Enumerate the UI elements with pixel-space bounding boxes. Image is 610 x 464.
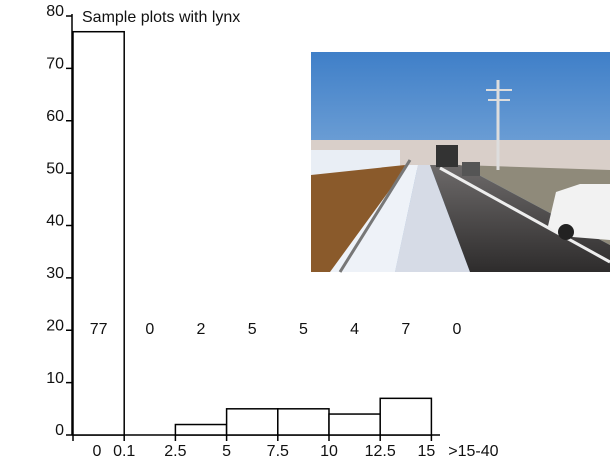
y-tick-label: 10: [46, 370, 64, 387]
value-label: 5: [248, 321, 257, 338]
x-tick-label: 15: [418, 443, 436, 460]
value-label: 2: [197, 321, 206, 338]
chart-title: Sample plots with lynx: [82, 9, 240, 26]
bar: [278, 409, 329, 435]
bar: [175, 425, 226, 435]
bar: [329, 414, 380, 435]
x-tick-label: 2.5: [164, 443, 186, 460]
value-label: 77: [90, 321, 108, 338]
chart: Sample plots with lynx 01020304050607080…: [0, 0, 610, 464]
y-tick-label: 80: [46, 3, 64, 20]
x-tick-label: >15-40: [448, 443, 498, 460]
x-tick-label: 5: [222, 443, 231, 460]
y-tick-label: 30: [46, 265, 64, 282]
y-tick-label: 40: [46, 213, 64, 230]
bar: [73, 32, 124, 435]
value-label: 4: [350, 321, 359, 338]
y-tick-label: 50: [46, 160, 64, 177]
bar: [380, 398, 431, 435]
x-tick-label: 7.5: [267, 443, 289, 460]
x-tick-label: 12.5: [365, 443, 396, 460]
y-tick-label: 70: [46, 56, 64, 73]
value-label: 5: [299, 321, 308, 338]
x-tick-label: 0.1: [113, 443, 135, 460]
value-label: 0: [145, 321, 154, 338]
bar: [227, 409, 278, 435]
y-tick-label: 0: [55, 422, 64, 439]
value-label: 0: [453, 321, 462, 338]
y-tick-label: 20: [46, 317, 64, 334]
y-tick-label: 60: [46, 108, 64, 125]
photo: [311, 52, 610, 272]
x-tick-label: 10: [320, 443, 338, 460]
value-label: 7: [401, 321, 410, 338]
x-tick-label: 0: [93, 443, 102, 460]
